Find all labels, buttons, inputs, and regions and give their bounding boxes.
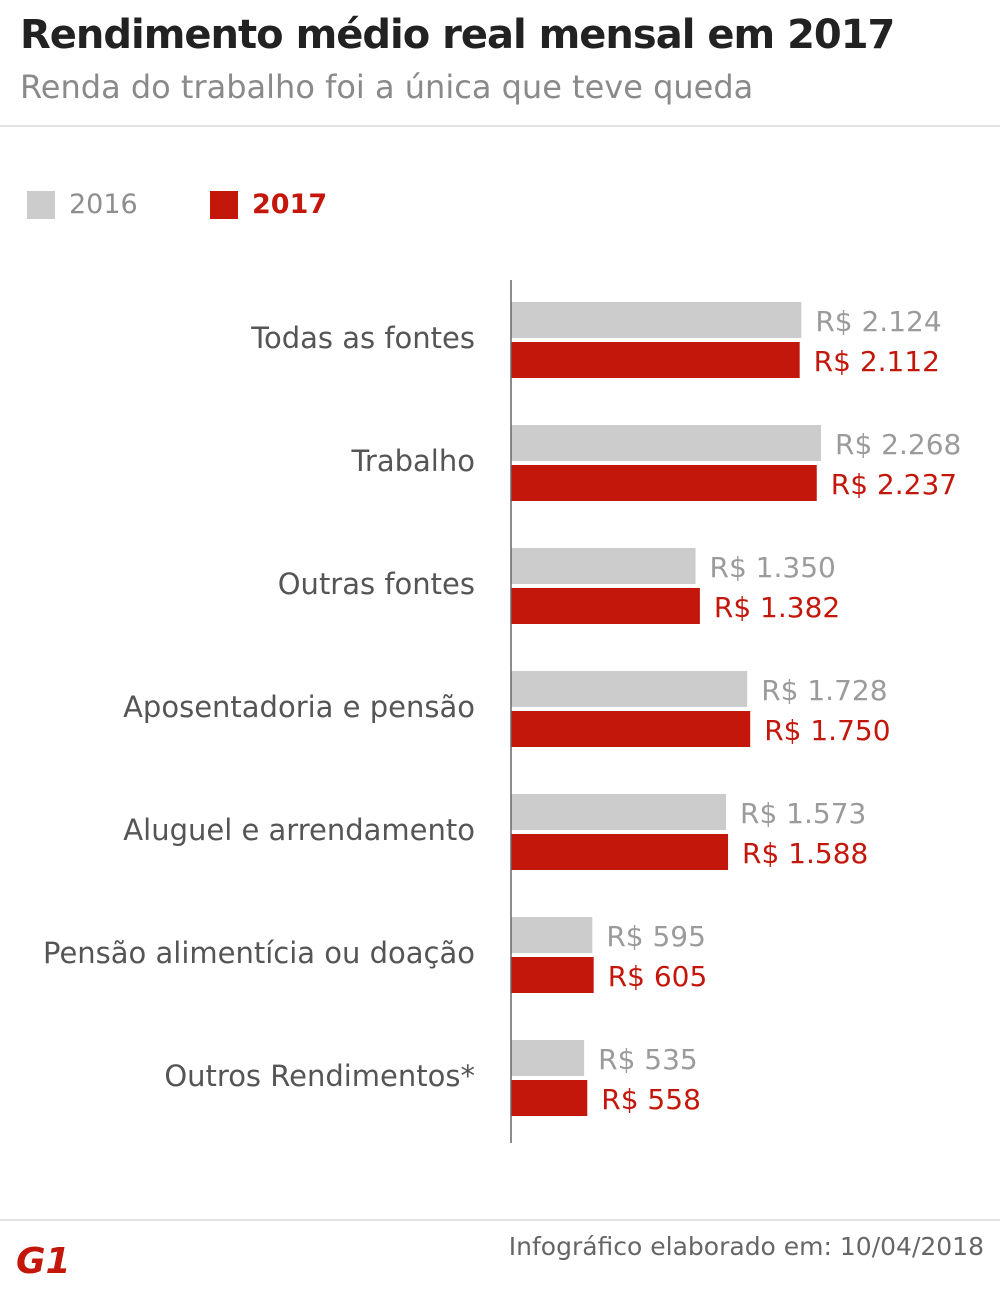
footer-credit: Infográfico elaborado em: 10/04/2018	[508, 1232, 984, 1261]
value-label-2017: R$ 605	[608, 960, 708, 993]
value-label-2017: R$ 2.237	[831, 468, 957, 501]
g1-logo-text: G1	[16, 1241, 71, 1279]
value-label-2017: R$ 558	[601, 1083, 701, 1116]
bar-2016-5	[511, 917, 593, 953]
bar-2016-1	[511, 425, 821, 461]
value-label-2016: R$ 1.573	[740, 797, 866, 830]
category-label: Pensão alimentícia ou doação	[43, 936, 475, 970]
g1-logo: G1	[16, 1241, 71, 1279]
chart-subtitle: Renda do trabalho foi a única que teve q…	[20, 68, 754, 106]
bar-2016-0	[511, 302, 802, 338]
bar-2017-0	[511, 342, 800, 378]
value-label-2017: R$ 1.588	[742, 837, 868, 870]
value-label-2016: R$ 2.268	[835, 428, 961, 461]
chart-title: Rendimento médio real mensal em 2017	[20, 12, 895, 58]
footer-divider	[0, 1219, 1000, 1221]
legend-item-2017: 2017	[210, 190, 327, 220]
category-label: Todas as fontes	[250, 321, 475, 355]
value-label-2017: R$ 2.112	[814, 345, 940, 378]
bar-2016-6	[511, 1040, 585, 1076]
value-label-2017: R$ 1.750	[764, 714, 890, 747]
header-divider	[0, 125, 1000, 127]
legend-label-2017: 2017	[252, 189, 328, 220]
category-label: Trabalho	[350, 444, 475, 478]
value-label-2016: R$ 535	[598, 1043, 698, 1076]
bar-2016-4	[511, 794, 727, 830]
bar-2017-2	[511, 588, 700, 624]
value-label-2016: R$ 2.124	[815, 305, 941, 338]
legend-swatch-2017	[210, 191, 238, 219]
bar-2017-3	[511, 711, 751, 747]
value-label-2016: R$ 1.350	[710, 551, 836, 584]
category-label: Outros Rendimentos*	[164, 1059, 475, 1093]
bar-2016-3	[511, 671, 748, 707]
category-label: Aluguel e arrendamento	[123, 813, 475, 847]
legend-swatch-2016	[27, 191, 55, 219]
bar-2017-6	[511, 1080, 588, 1116]
legend-label-2016: 2016	[69, 189, 138, 220]
value-label-2016: R$ 595	[606, 920, 706, 953]
category-label: Aposentadoria e pensão	[123, 690, 475, 724]
category-label: Outras fontes	[278, 567, 475, 601]
legend-item-2016: 2016	[27, 190, 138, 220]
bar-2017-5	[511, 957, 594, 993]
value-label-2016: R$ 1.728	[761, 674, 887, 707]
bar-2016-2	[511, 548, 696, 584]
value-label-2017: R$ 1.382	[714, 591, 840, 624]
bar-2017-4	[511, 834, 729, 870]
bar-2017-1	[511, 465, 817, 501]
